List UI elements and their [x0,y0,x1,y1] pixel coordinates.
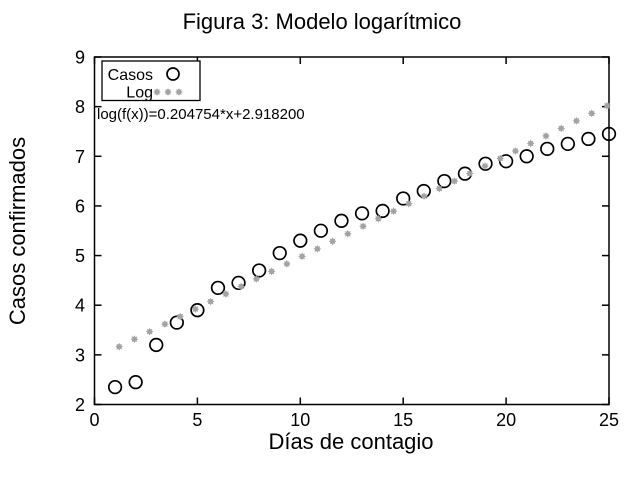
casos-point [334,213,349,228]
log-point [282,260,291,268]
log-point [298,252,306,261]
casos-point [560,136,575,152]
log-point [496,154,505,163]
log-point [221,290,230,298]
plot-border [93,56,610,406]
x-tick-label: 15 [393,410,413,430]
log-point [237,282,246,291]
legend-box [101,60,201,102]
x-tick-label: 0 [89,410,99,430]
log-point [206,297,215,306]
casos-point [293,233,308,248]
casos-point [581,131,596,147]
legend-label-casos: Casos [108,67,153,84]
y-tick-label: 6 [75,196,85,216]
y-tick-label: 5 [75,246,85,266]
log-point [343,229,352,238]
casos-point [478,156,493,171]
casos-point [519,149,534,164]
casos-point [396,191,411,206]
log-point [404,199,413,208]
y-tick-label: 3 [75,345,85,365]
log-point [145,327,154,336]
y-tick-label: 7 [75,147,85,167]
y-axis-label: Casos confirmados [5,137,30,325]
log-point [542,132,550,140]
fit-equation-annotation: log(f(x))=0.204754*x+2.918200 [97,106,305,123]
legend-marker-log [164,88,172,96]
legend-marker-log [153,88,161,96]
legend-marker-log [175,88,183,96]
log-point [481,162,489,170]
log-point [557,124,566,133]
log-point [191,305,200,313]
y-tick-label: 4 [75,296,85,316]
log-point [252,275,261,283]
chart-title: Figura 3: Modelo logarítmico [183,9,462,34]
casos-point [149,337,164,353]
y-tick-label: 2 [75,395,85,415]
log-point [389,207,398,216]
log-point [603,101,611,110]
log-point [359,222,367,231]
log-point [435,184,444,193]
x-axis-label: Días de contagio [268,429,433,454]
casos-point [107,379,123,395]
log-point [130,335,139,344]
log-point [374,214,383,223]
axis-ticks: 0 5 10 15 20 25 2 3 4 5 6 7 8 9 [75,48,619,431]
log-point [176,312,185,321]
legend-marker-casos [166,67,180,81]
x-tick-label: 5 [192,410,202,430]
y-tick-label: 9 [75,48,85,68]
casos-point [540,141,555,156]
casos-point [210,280,226,295]
casos-point [313,223,329,238]
casos-point [128,375,143,390]
casos-point [190,303,205,318]
log-point [267,267,276,276]
casos-point [375,203,390,219]
legend-label-log: Log [126,85,153,102]
log-point [450,177,459,185]
log-point [161,320,169,329]
casos-point [251,263,267,278]
casos-point [601,126,617,142]
y-tick-label: 8 [75,97,85,117]
plot-frame [93,56,610,406]
x-tick-label: 25 [599,410,619,430]
data-points [107,101,617,395]
x-tick-label: 10 [290,410,310,430]
log-point [420,192,428,201]
casos-point [354,206,370,221]
log-point [115,342,124,351]
log-point [572,116,581,125]
casos-point [272,245,287,261]
log-point [587,109,596,118]
log-point [511,147,520,155]
x-tick-label: 20 [496,410,516,430]
log-point [313,244,322,253]
log-point [328,237,337,246]
log-point [465,169,474,178]
casos-point [169,315,184,330]
log-point [526,139,535,148]
casos-point [437,173,452,189]
